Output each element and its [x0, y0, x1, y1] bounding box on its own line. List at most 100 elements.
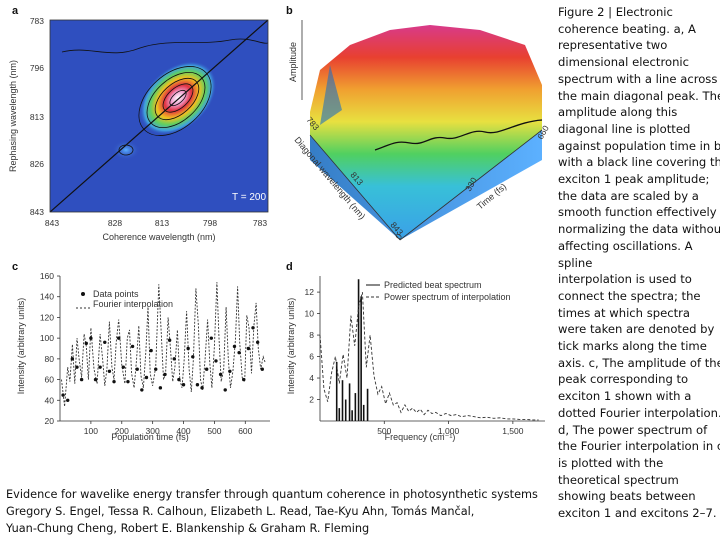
chart-d-ylabel: Intensity (arbitrary units) [286, 298, 296, 395]
panel-a-xticks: 843 828 813 798 783 [45, 218, 267, 228]
panel-c: c Population time (fs) Intensity (arbitr… [0, 256, 280, 484]
caption-line: were taken are denoted by [558, 322, 715, 337]
figure-caption: Figure 2 | Electronic coherence beating. … [558, 4, 720, 536]
caption-line: with a black line covering the [558, 155, 720, 170]
data-point [163, 372, 167, 377]
y-tick-label: 12 [305, 287, 315, 297]
data-point [98, 365, 102, 369]
surface-left-ridge [320, 65, 342, 125]
panel-b: b Amplitude 783 813 843 Diagonal wavelen… [280, 0, 558, 250]
y-tick-label: 80 [45, 354, 55, 364]
paper-title: Evidence for wavelike energy transfer th… [6, 488, 538, 501]
panel-a-xlabel: Coherence wavelength (nm) [102, 232, 215, 242]
data-point [149, 348, 153, 353]
panel-d-label: d [286, 261, 293, 273]
ytick: 843 [30, 207, 44, 217]
caption-line: the Fourier interpolation in c [558, 439, 720, 454]
caption-line: dotted Fourier interpolation. [558, 405, 720, 420]
data-point [228, 369, 232, 373]
panel-a: a 783 796 813 826 843 843 [0, 0, 280, 250]
legend-label: Predicted beat spectrum [384, 280, 482, 290]
x-tick-label: 1,500 [502, 426, 524, 436]
population-time-annotation: T = 200 [232, 192, 266, 203]
ytick: 796 [30, 63, 44, 73]
data-point [214, 359, 218, 363]
data-point [232, 344, 237, 349]
panel-b-label: b [286, 5, 293, 17]
data-point [84, 341, 88, 346]
caption-line: peak corresponding to [558, 372, 689, 387]
x-tick-label: 400 [176, 426, 190, 436]
y-tick-label: 20 [45, 416, 55, 426]
caption-line: interpolation is used to [558, 272, 692, 287]
data-point [251, 326, 255, 330]
caption-line: spline [558, 255, 593, 270]
exciton-1-peak-line [374, 119, 543, 151]
caption-line: smooth function effectively [558, 205, 717, 220]
data-point [195, 383, 200, 387]
data-point [121, 365, 126, 369]
ytick: 783 [30, 16, 44, 26]
panel-b-figure: b Amplitude 783 813 843 Diagonal wavelen… [286, 5, 551, 241]
x-tick-label: 200 [115, 426, 129, 436]
surface-front [310, 130, 542, 240]
caption-line: exciton 1 and excitons 2–7. [558, 506, 717, 521]
time-axis [399, 129, 543, 241]
paper-authors: Gregory S. Engel, Tessa R. Calhoun, Eliz… [6, 505, 475, 518]
caption-line: exciton 1 peak amplitude; [558, 172, 710, 187]
xtick: 798 [203, 218, 217, 228]
data-point [93, 377, 98, 382]
data-point [181, 383, 186, 387]
chart-d-legend: Predicted beat spectrum Power spectrum o… [366, 280, 511, 302]
caption-line: tick marks along the time [558, 339, 707, 354]
data-point [116, 336, 121, 340]
data-point [130, 344, 135, 349]
caption-line: showing beats between [558, 489, 696, 504]
data-point [218, 372, 223, 377]
x-tick-label: 500 [207, 426, 221, 436]
data-point [246, 346, 251, 351]
time-tick: 0 [393, 232, 404, 241]
data-point [66, 398, 70, 402]
data-point [103, 340, 107, 344]
y-tick-label: 6 [309, 352, 314, 362]
paper-authors: Yuan-Chung Cheng, Robert E. Blankenship … [6, 522, 370, 535]
y-tick-label: 4 [309, 373, 314, 383]
data-point [126, 379, 130, 384]
y-tick-label: 140 [40, 292, 54, 302]
data-point [186, 346, 190, 351]
y-tick-label: 40 [45, 395, 55, 405]
data-point [89, 336, 93, 340]
y-tick-label: 10 [305, 309, 315, 319]
data-point [70, 357, 75, 361]
data-point [75, 365, 79, 369]
data-point [209, 336, 214, 340]
x-tick-label: 600 [238, 426, 252, 436]
cross-peak [112, 140, 140, 160]
data-point [144, 375, 149, 380]
data-point [61, 393, 65, 397]
legend-label-part: Fourier interpolation [93, 299, 173, 309]
x-tick-label: 100 [84, 426, 98, 436]
data-point [260, 367, 264, 371]
x-tick-label: 500 [377, 426, 391, 436]
caption-line: theoretical spectrum [558, 472, 679, 487]
data-point [177, 377, 181, 382]
caption-line: representative two [558, 38, 668, 53]
x-tick-label: 300 [146, 426, 160, 436]
caption-line: connect the spectra; the [558, 288, 701, 303]
y-tick-label: 60 [45, 375, 55, 385]
data-point [242, 377, 246, 382]
panel-a-figure: a 783 796 813 826 843 843 [8, 5, 269, 242]
panel-b-zlabel: Amplitude [288, 42, 298, 82]
series-power-spectrum [319, 291, 539, 421]
caption-line: dimensional electronic [558, 55, 690, 70]
caption-line: is plotted with the [558, 455, 664, 470]
chart-c-xlabel: Population time (fs) [111, 432, 189, 442]
chart-c-legend: Data points Fourier interpolation [76, 289, 173, 309]
panel-a-ylabel: Rephasing wavelength (nm) [8, 60, 18, 172]
caption-line: coherence beating. a, A [558, 21, 696, 36]
caption-line: the main diagonal peak. The [558, 88, 720, 103]
caption-line: Figure 2 | Electronic [558, 5, 673, 19]
data-point [200, 386, 204, 390]
